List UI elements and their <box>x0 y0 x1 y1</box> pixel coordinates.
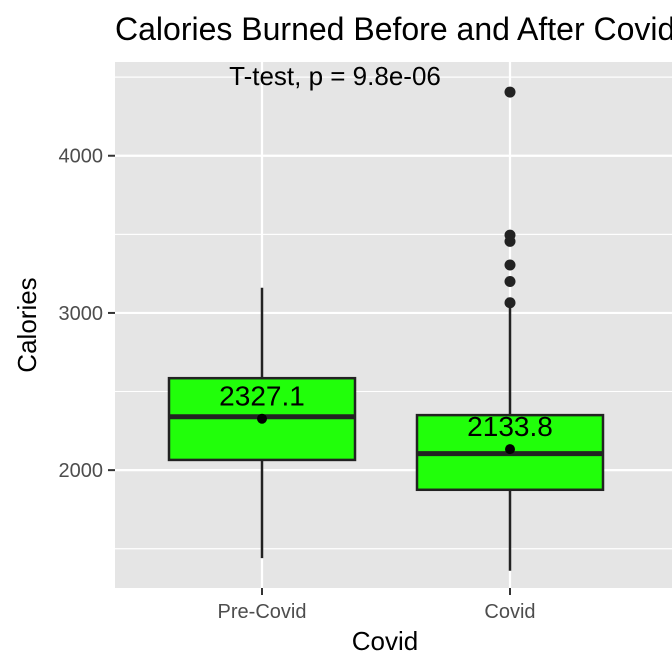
axes: 2000 3000 4000 Pre-Covid Covid <box>59 146 536 623</box>
chart-text: Calories Burned Before and After Covid T… <box>12 11 672 656</box>
x-tick-label: Pre-Covid <box>218 601 307 623</box>
mean-label: 2327.1 <box>219 381 305 412</box>
outlier-point <box>504 229 516 241</box>
boxplot-pre-covid <box>167 287 357 559</box>
y-tick-label: 4000 <box>59 146 104 168</box>
y-tick-label: 2000 <box>59 460 104 482</box>
mean-point <box>257 413 267 424</box>
chart-title: Calories Burned Before and After Covid <box>115 11 672 47</box>
outlier-point <box>504 276 516 287</box>
boxplot-covid <box>415 86 605 571</box>
t-test-annotation: T-test, p = 9.8e-06 <box>229 61 441 91</box>
x-axis-title: Covid <box>352 626 418 656</box>
mean-point <box>505 444 515 455</box>
y-axis-title: Calories <box>12 277 42 372</box>
box-marks <box>167 86 605 571</box>
y-tick-label: 3000 <box>59 303 104 325</box>
outlier-point <box>504 259 516 271</box>
mean-label: 2133.8 <box>467 411 553 442</box>
x-tick-label: Covid <box>484 601 535 623</box>
outlier-point <box>504 86 516 98</box>
outlier-point <box>504 297 516 309</box>
plot-panel <box>115 62 672 588</box>
